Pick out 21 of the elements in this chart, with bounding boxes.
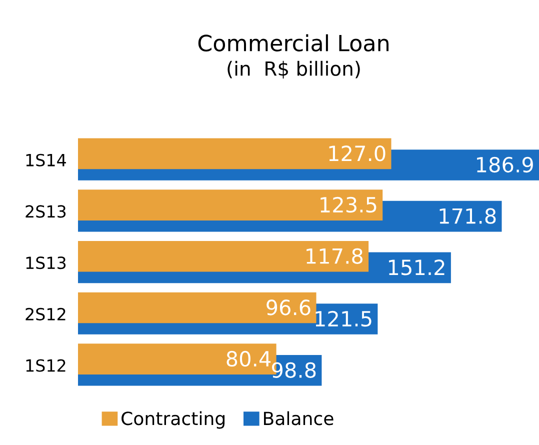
bar [78, 240, 369, 272]
y-tick-label: 2S13 [26, 205, 66, 218]
data-label: 151.2 [388, 260, 444, 276]
data-label: 96.6 [266, 300, 310, 316]
chart-subtitle: (in R$ billion) [228, 60, 360, 79]
legend-label: Contracting [122, 411, 224, 429]
bar [78, 292, 316, 324]
y-tick-label: 1S14 [26, 154, 66, 166]
data-label: 171.8 [440, 208, 496, 224]
data-label: 117.8 [306, 248, 363, 264]
y-tick-label: 1S13 [26, 256, 66, 270]
y-tick-label: 2S12 [26, 308, 66, 320]
chart-title: Commercial Loan [198, 34, 388, 52]
data-label: 127.0 [329, 146, 386, 162]
data-label: 80.4 [226, 350, 271, 367]
data-label: 186.9 [477, 156, 533, 173]
data-label: 123.5 [320, 196, 376, 213]
bar [78, 138, 392, 170]
bar [78, 190, 383, 220]
legend-label: Balance [264, 411, 334, 426]
y-tick-label: 1S12 [26, 359, 66, 372]
